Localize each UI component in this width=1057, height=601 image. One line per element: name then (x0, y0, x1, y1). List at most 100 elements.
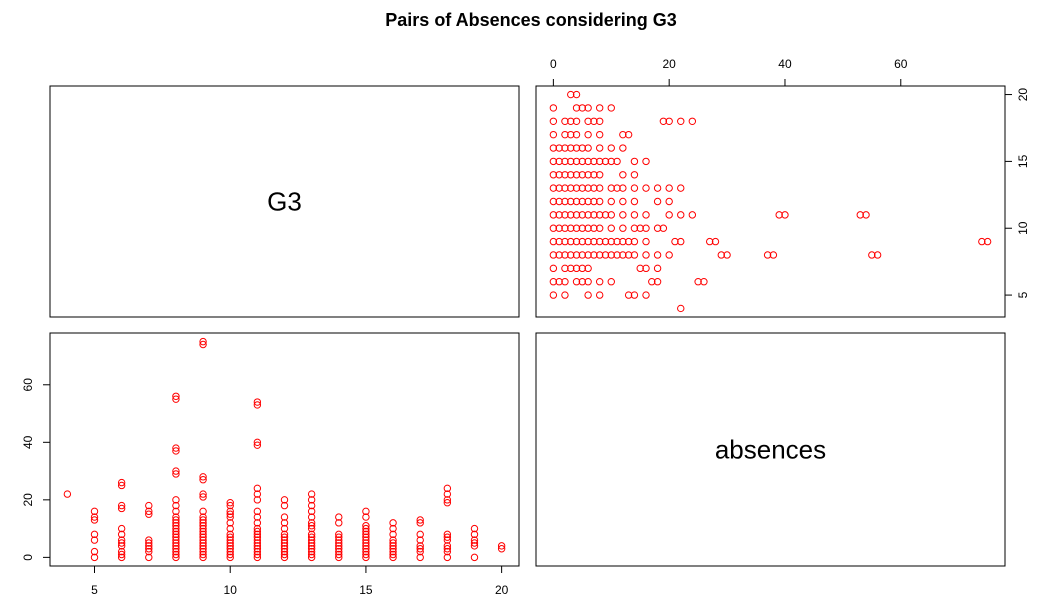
data-point (307, 553, 316, 562)
data-point (389, 539, 397, 547)
data-point (590, 171, 598, 179)
data-point (607, 278, 615, 286)
data-point (567, 237, 575, 246)
data-point (335, 519, 343, 527)
data-point (978, 237, 986, 246)
data-point (578, 171, 587, 179)
data-point (584, 278, 592, 286)
data-point (549, 157, 558, 166)
data-point (253, 441, 262, 449)
data-point (145, 536, 153, 544)
data-point (199, 542, 207, 550)
data-point (172, 545, 180, 553)
data-point (775, 211, 783, 219)
data-point (335, 530, 343, 539)
data-point (172, 519, 180, 527)
data-point (443, 553, 452, 562)
data-point (584, 184, 592, 192)
data-point (665, 197, 673, 206)
data-point (362, 524, 370, 533)
data-point (590, 211, 598, 219)
data-point (280, 519, 289, 527)
data-point (769, 251, 778, 259)
data-point (117, 539, 126, 547)
panel-frame-top-left (49, 85, 520, 318)
data-point (549, 104, 558, 112)
data-point (653, 184, 662, 192)
data-point (117, 553, 126, 562)
diagonal-label-absences: absences (715, 435, 826, 465)
data-point (63, 490, 72, 498)
data-point (595, 157, 604, 166)
data-point (578, 157, 587, 166)
data-point (307, 536, 316, 544)
data-point (145, 510, 153, 518)
data-point (642, 224, 650, 232)
data-point (280, 513, 289, 521)
data-point (584, 224, 592, 232)
data-point (335, 542, 343, 550)
data-point (172, 524, 180, 533)
data-point (549, 224, 558, 232)
data-point (416, 516, 424, 524)
data-point (572, 184, 581, 192)
data-point (572, 264, 581, 273)
data-point (253, 513, 262, 521)
data-point (572, 90, 581, 99)
data-point (389, 536, 397, 544)
data-point (253, 553, 262, 562)
data-point (642, 237, 650, 246)
data-point (280, 542, 289, 550)
data-point (549, 197, 558, 206)
data-point (711, 237, 720, 246)
data-point (578, 144, 587, 152)
data-point (362, 530, 370, 539)
data-point (117, 478, 126, 487)
panel-bottom-right: absences (535, 332, 1006, 567)
data-point (307, 501, 316, 510)
data-point (595, 130, 604, 139)
x-tick-label: 0 (550, 57, 557, 71)
data-point (578, 184, 587, 192)
x-tick-label: 40 (778, 57, 792, 71)
data-point (172, 547, 180, 556)
data-point (723, 251, 731, 259)
data-point (199, 553, 207, 562)
data-point (307, 519, 316, 527)
data-point (199, 516, 207, 524)
data-point (172, 470, 180, 478)
data-point (983, 237, 992, 246)
data-point (584, 104, 592, 112)
data-point (601, 251, 610, 259)
data-point (226, 501, 234, 510)
data-point (561, 117, 569, 125)
data-point (642, 291, 650, 299)
data-point (595, 237, 604, 246)
data-point (590, 117, 598, 125)
data-point (642, 251, 650, 259)
data-point (590, 184, 598, 192)
panel-frame-top-right (535, 85, 1006, 318)
data-point (648, 278, 656, 286)
data-point (145, 545, 153, 553)
data-point (470, 542, 479, 550)
data-point (584, 117, 592, 125)
data-point (307, 533, 316, 541)
data-point (280, 550, 289, 559)
data-point (226, 524, 234, 533)
data-point (677, 117, 685, 125)
data-point (226, 553, 234, 562)
data-point (90, 547, 99, 556)
data-point (280, 547, 289, 556)
data-point (578, 251, 587, 259)
data-point (584, 251, 592, 259)
data-point (567, 130, 575, 139)
data-point (659, 224, 668, 232)
data-point (307, 530, 316, 539)
data-point (561, 157, 569, 166)
x-tick-label: 60 (894, 57, 908, 71)
data-point (389, 524, 397, 533)
data-point (389, 519, 397, 527)
data-point (280, 530, 289, 539)
data-point (226, 513, 234, 521)
